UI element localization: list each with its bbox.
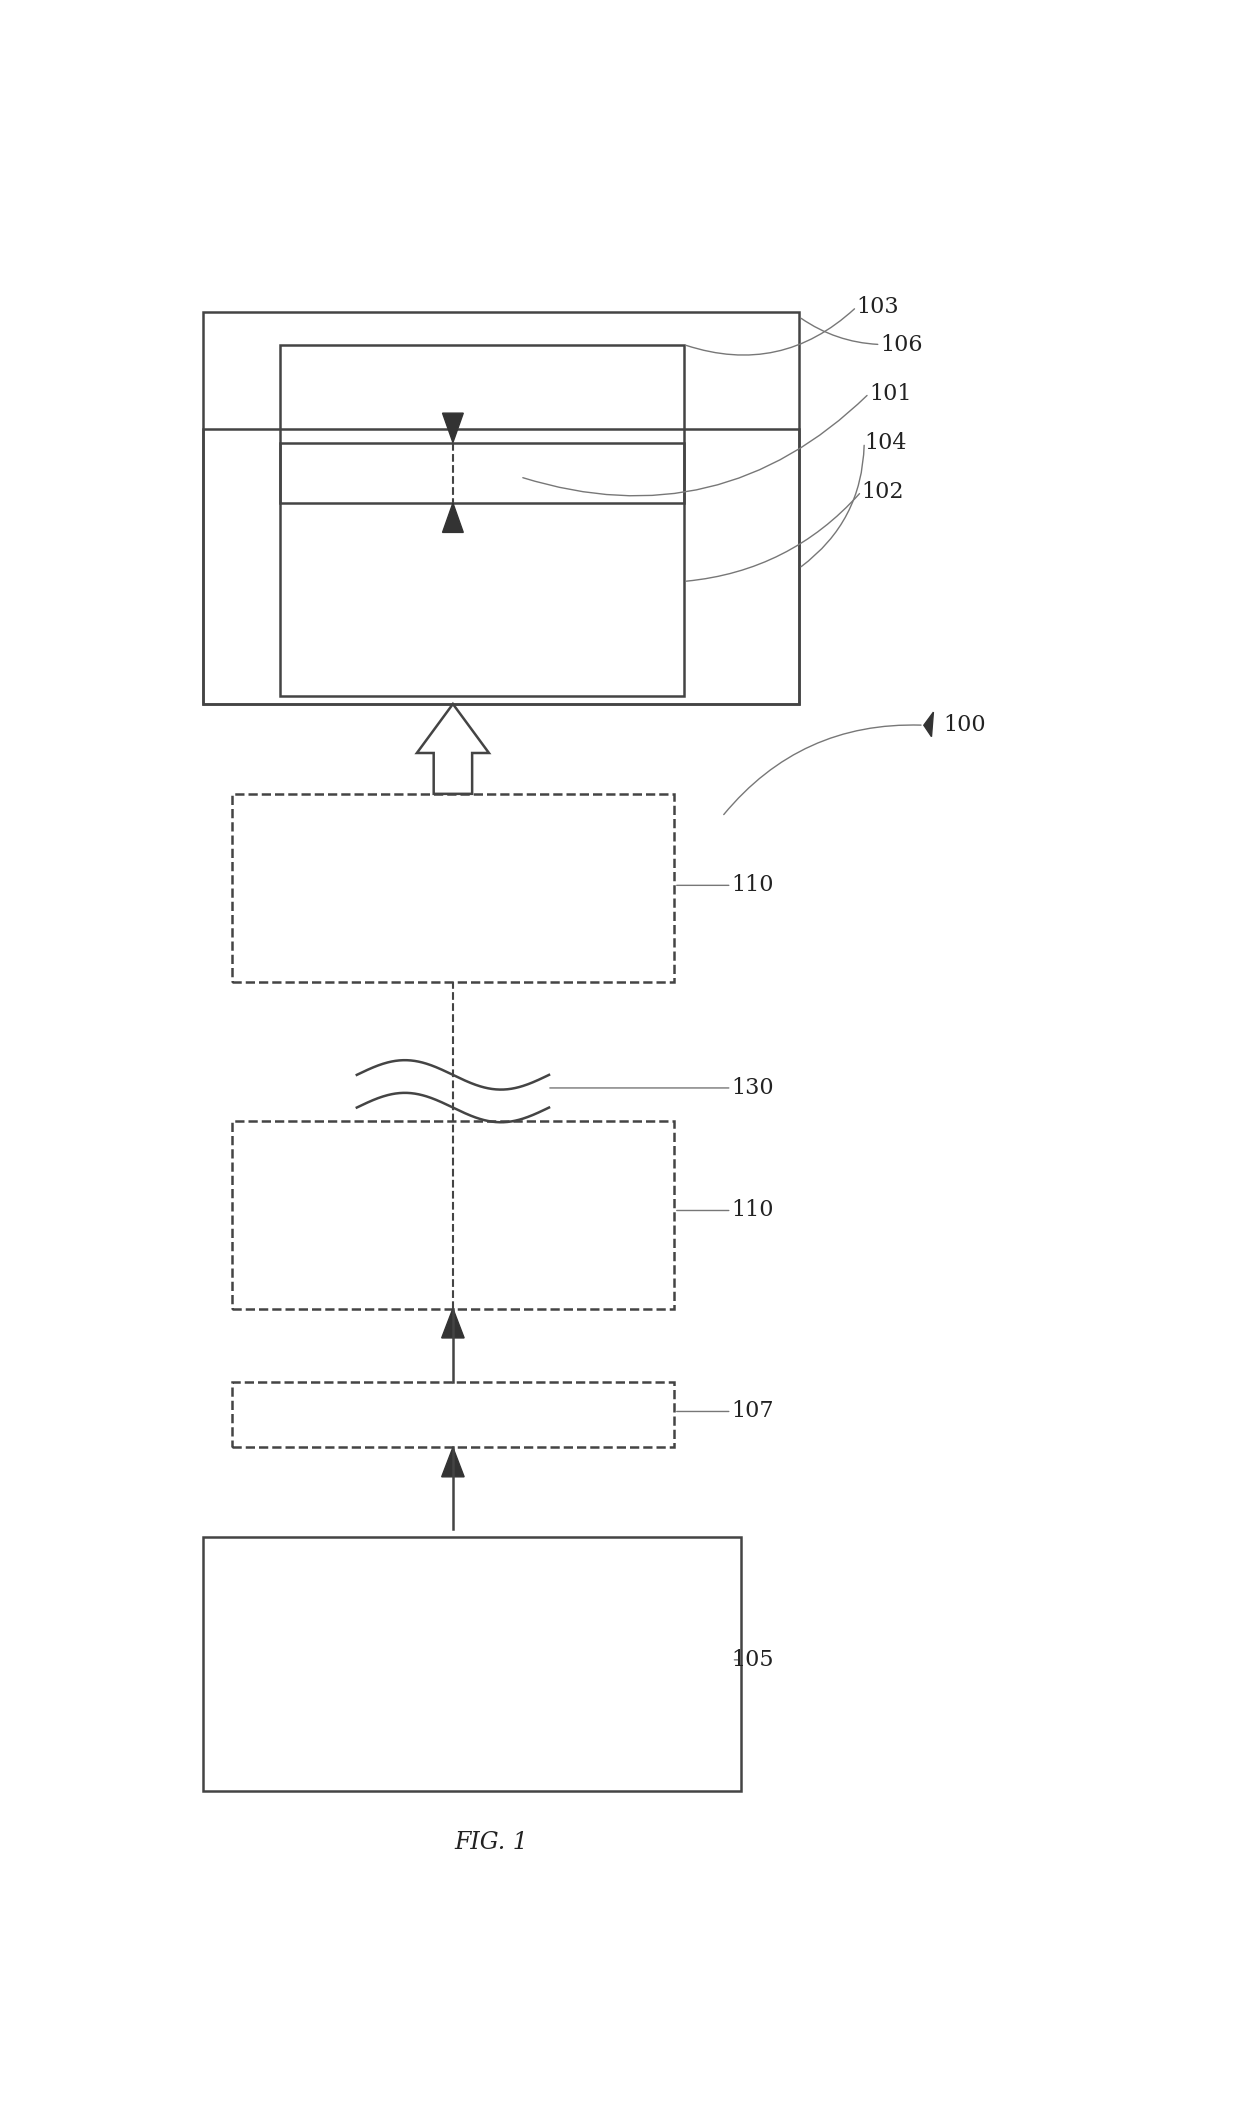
Text: 100: 100 — [942, 715, 986, 736]
Text: 104: 104 — [864, 431, 906, 454]
Polygon shape — [417, 705, 489, 794]
Bar — [232, 794, 675, 982]
Polygon shape — [441, 1447, 464, 1477]
Bar — [203, 1536, 742, 1791]
Text: FIG. 1: FIG. 1 — [455, 1831, 528, 1855]
Bar — [232, 1120, 675, 1309]
Text: 102: 102 — [862, 480, 904, 503]
Text: 110: 110 — [732, 874, 774, 895]
Bar — [280, 344, 683, 503]
Bar — [232, 1381, 675, 1447]
Text: 107: 107 — [732, 1401, 774, 1422]
Text: 105: 105 — [732, 1649, 774, 1670]
Polygon shape — [924, 713, 934, 736]
Bar — [203, 429, 799, 705]
Bar — [203, 312, 799, 705]
Polygon shape — [443, 414, 464, 443]
Bar — [280, 443, 683, 696]
Text: 101: 101 — [869, 382, 911, 405]
Text: 110: 110 — [732, 1199, 774, 1222]
Polygon shape — [443, 503, 464, 533]
Text: 106: 106 — [880, 333, 923, 356]
Text: 103: 103 — [857, 295, 899, 318]
Polygon shape — [441, 1309, 464, 1339]
Text: 130: 130 — [732, 1078, 774, 1099]
